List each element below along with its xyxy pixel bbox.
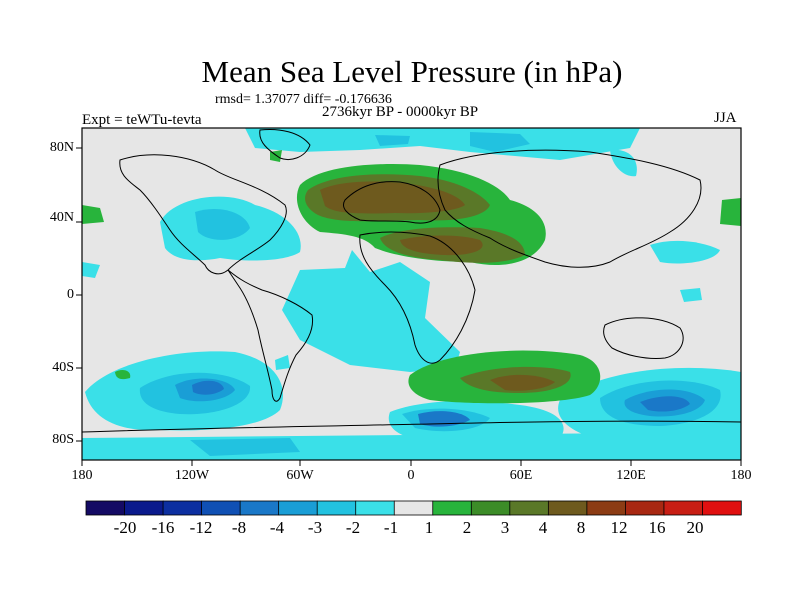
lon-label-0: 0 bbox=[407, 468, 415, 483]
season-label: JJA bbox=[714, 110, 737, 126]
colorbar-swatch bbox=[201, 500, 241, 516]
lon-label-120w: 120W bbox=[174, 468, 210, 483]
colorbar-label: -20 bbox=[113, 518, 137, 537]
colorbar-label: 3 bbox=[500, 518, 510, 537]
colorbar-swatch bbox=[586, 500, 627, 516]
colorbar-label: -8 bbox=[231, 518, 247, 537]
colorbar-label: 1 bbox=[424, 518, 434, 537]
colorbar-swatch bbox=[663, 500, 704, 516]
negative-anomalies bbox=[82, 128, 741, 460]
lat-label-40n: 40N bbox=[49, 210, 74, 225]
colorbar-swatch bbox=[702, 500, 742, 516]
colorbar-label: 8 bbox=[576, 518, 586, 537]
lon-label-60w: 60W bbox=[286, 468, 314, 483]
antarctica-coast bbox=[82, 420, 741, 433]
asia-coast bbox=[437, 149, 702, 268]
colorbar-swatch bbox=[547, 500, 588, 516]
colorbar-swatch bbox=[432, 500, 472, 516]
colorbar-swatch bbox=[239, 500, 280, 516]
colorbar-swatch bbox=[124, 500, 164, 516]
colorbar-swatch bbox=[355, 500, 395, 516]
colorbar-swatch bbox=[625, 500, 665, 516]
lat-label-0: 0 bbox=[67, 287, 74, 302]
colorbar-label: -3 bbox=[307, 518, 323, 537]
south-america-coast bbox=[227, 269, 314, 402]
period-text: 2736kyr BP - 0000kyr BP bbox=[322, 104, 479, 120]
colorbar bbox=[85, 500, 742, 516]
lon-label-120e: 120E bbox=[616, 468, 646, 483]
lat-label-80s: 80S bbox=[52, 432, 74, 447]
colorbar-swatch bbox=[85, 500, 126, 516]
colorbar-swatch bbox=[278, 500, 318, 516]
colorbar-label: -16 bbox=[151, 518, 175, 537]
lon-label-180w: 180 bbox=[71, 468, 93, 483]
colorbar-swatch bbox=[509, 500, 550, 516]
lat-label-40s: 40S bbox=[52, 360, 74, 375]
colorbar-label: -4 bbox=[269, 518, 285, 537]
colorbar-label: -12 bbox=[189, 518, 213, 537]
greenland-coast bbox=[259, 129, 311, 160]
colorbar-label: -1 bbox=[383, 518, 399, 537]
colorbar-label: 12 bbox=[610, 518, 628, 537]
colorbar-swatch bbox=[162, 500, 203, 516]
colorbar-swatch bbox=[393, 500, 434, 516]
pressure-field bbox=[82, 128, 741, 460]
lon-label-180e: 180 bbox=[730, 468, 752, 483]
map-title: Mean Sea Level Pressure (in hPa) bbox=[201, 54, 623, 89]
colorbar-label: 16 bbox=[648, 518, 666, 537]
africa-coast bbox=[359, 231, 476, 364]
colorbar-label: 2 bbox=[462, 518, 472, 537]
colorbar-swatch bbox=[470, 500, 511, 516]
coastlines bbox=[82, 129, 741, 433]
lat-label-80n: 80N bbox=[49, 140, 74, 155]
axis-ticks bbox=[76, 147, 742, 466]
lon-label-60e: 60E bbox=[509, 468, 533, 483]
colorbar-label: 4 bbox=[538, 518, 548, 537]
statistics-text: rmsd= 1.37077 diff= -0.176636 bbox=[215, 92, 392, 107]
colorbar-label: -2 bbox=[345, 518, 361, 537]
australia-coast bbox=[603, 317, 684, 359]
europe-coast bbox=[343, 181, 441, 224]
colorbar-swatch bbox=[316, 500, 357, 516]
experiment-label: Expt = teWTu-tevta bbox=[82, 112, 202, 128]
north-america-coast bbox=[119, 154, 287, 275]
colorbar-label: 20 bbox=[686, 518, 704, 537]
